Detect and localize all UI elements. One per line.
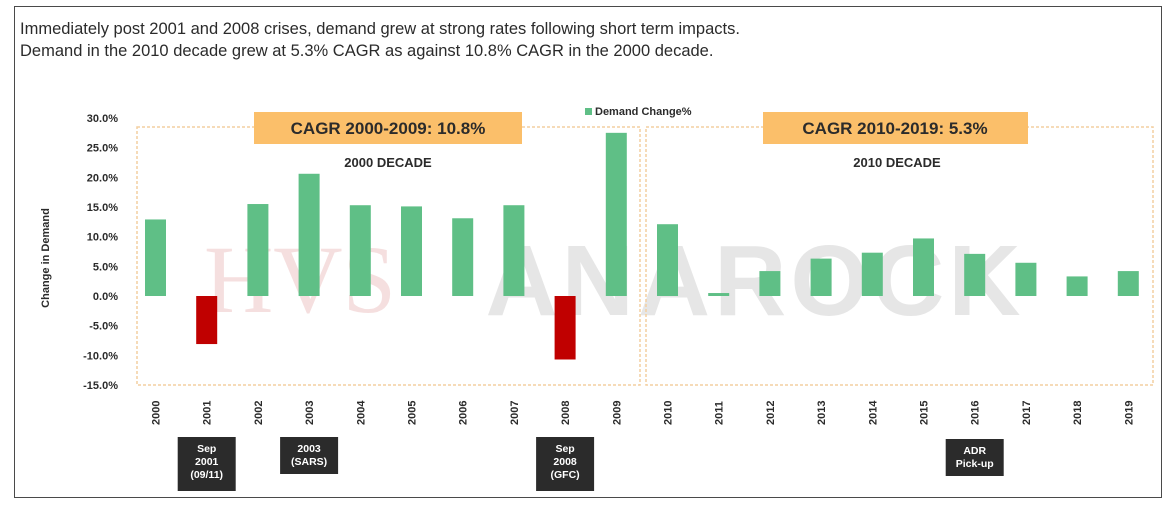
cagr-box-2010: [763, 112, 1028, 144]
bar-2019: [1117, 271, 1139, 296]
y-tick-label: 0.0%: [93, 291, 118, 303]
y-tick-label: -5.0%: [89, 321, 118, 333]
headline-line-2: Demand in the 2010 decade grew at 5.3% C…: [20, 42, 714, 60]
x-tick-label: 2008: [560, 401, 572, 425]
x-tick-label: 2000: [151, 401, 163, 425]
cagr-label-2010: CAGR 2010-2019: 5.3%: [802, 119, 987, 138]
bar-2006: [452, 218, 474, 296]
decade-label-2000: 2000 DECADE: [344, 155, 432, 170]
bar-2008: [554, 296, 576, 360]
annotation-text: (SARS): [291, 456, 327, 468]
x-tick-label: 2019: [1123, 401, 1135, 425]
legend-swatch: [585, 108, 592, 115]
bar-2009: [605, 132, 627, 296]
bar-2002: [247, 204, 269, 296]
annotation-text: 2003: [297, 443, 321, 455]
bar-2000: [145, 219, 166, 296]
bar-2001: [196, 296, 218, 345]
annotation-text: (09/11): [190, 469, 223, 481]
y-tick-label: -15.0%: [83, 380, 118, 392]
bar-2005: [401, 206, 422, 296]
annotation-text: Sep: [555, 443, 574, 455]
x-tick-label: 2016: [970, 401, 982, 425]
x-tick-label: 2012: [765, 401, 777, 425]
x-tick-label: 2001: [202, 401, 214, 425]
y-tick-label: -10.0%: [83, 350, 118, 362]
cagr-label-2000: CAGR 2000-2009: 10.8%: [291, 119, 486, 138]
y-tick-label: 30.0%: [87, 113, 118, 125]
x-tick-label: 2009: [611, 401, 623, 425]
annotation-box-2008: [536, 437, 595, 491]
annotation-box-2001: [177, 437, 236, 491]
cagr-box-2000: [254, 112, 522, 144]
x-tick-label: 2005: [407, 401, 419, 425]
bar-2016: [964, 253, 986, 296]
bar-2007: [503, 205, 525, 296]
x-tick-label: 2015: [919, 401, 931, 425]
bar-2017: [1015, 262, 1037, 296]
x-tick-label: 2007: [509, 401, 521, 425]
y-tick-label: 20.0%: [87, 172, 118, 184]
bar-2015: [913, 238, 934, 296]
annotation-text: 2008: [553, 456, 577, 468]
x-tick-label: 2010: [663, 401, 675, 425]
y-tick-label: 5.0%: [93, 261, 118, 273]
decade-panel-2010: [645, 126, 1154, 386]
x-tick-label: 2006: [458, 401, 470, 425]
bar-2003: [298, 173, 320, 296]
x-tick-label: 2014: [867, 400, 879, 425]
y-axis-title: Change in Demand: [40, 208, 52, 308]
x-tick-label: 2011: [714, 401, 726, 425]
annotation-box-2016: [945, 439, 1004, 476]
legend-label: Demand Change%: [595, 106, 692, 118]
y-tick-label: 10.0%: [87, 232, 118, 244]
bar-2013: [810, 258, 832, 296]
x-tick-label: 2018: [1072, 401, 1084, 425]
bar-2004: [349, 205, 371, 296]
x-tick-label: 2002: [253, 401, 265, 425]
annotation-text: ADR: [963, 445, 986, 457]
annotation-text: 2001: [195, 456, 219, 468]
x-tick-label: 2017: [1021, 401, 1033, 425]
headline-line-1: Immediately post 2001 and 2008 crises, d…: [20, 20, 740, 38]
bar-2012: [759, 271, 781, 296]
x-tick-label: 2004: [355, 400, 367, 425]
annotation-box-2003: [280, 437, 339, 474]
annotation-text: Pick-up: [956, 458, 994, 470]
chart-frame: [14, 6, 1162, 498]
annotation-text: Sep: [197, 443, 216, 455]
x-tick-label: 2013: [816, 401, 828, 425]
bar-2014: [861, 252, 883, 296]
y-tick-label: 25.0%: [87, 143, 118, 155]
annotation-text: (GFC): [551, 469, 580, 481]
headline: Immediately post 2001 and 2008 crises, d…: [20, 18, 1120, 62]
bar-2010: [657, 224, 678, 296]
decade-label-2010: 2010 DECADE: [853, 155, 941, 170]
x-tick-label: 2003: [304, 401, 316, 425]
y-tick-label: 15.0%: [87, 202, 118, 214]
bar-2011: [708, 293, 730, 296]
bar-2018: [1066, 276, 1088, 296]
